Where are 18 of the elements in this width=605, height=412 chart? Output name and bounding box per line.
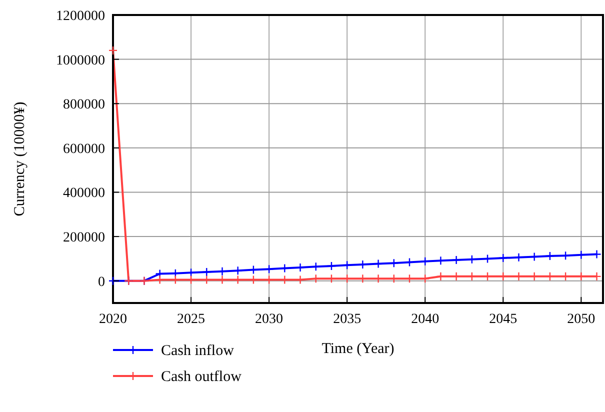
y-tick-label: 400000 <box>63 186 105 202</box>
x-tick-label: 2030 <box>255 312 284 327</box>
x-axis-title: Time (Year) <box>322 341 394 357</box>
legend-label: Cash inflow <box>161 343 234 359</box>
y-tick-label: 200000 <box>63 230 105 246</box>
y-tick-label: 1200000 <box>56 9 105 24</box>
y-tick-label: 800000 <box>63 98 105 113</box>
y-tick-label: 0 <box>98 274 105 290</box>
y-tick-label: 1000000 <box>56 53 105 68</box>
legend-label: Cash outflow <box>161 369 242 385</box>
x-tick-label: 2035 <box>333 312 362 327</box>
x-tick-label: 2045 <box>489 312 518 327</box>
x-tick-label: 2025 <box>177 312 206 327</box>
y-axis-title: Currency (10000¥) <box>12 102 28 216</box>
x-tick-label: 2050 <box>567 312 596 327</box>
x-tick-label: 2020 <box>99 312 127 327</box>
x-tick-label: 2040 <box>411 312 440 327</box>
y-tick-label: 600000 <box>63 142 105 157</box>
